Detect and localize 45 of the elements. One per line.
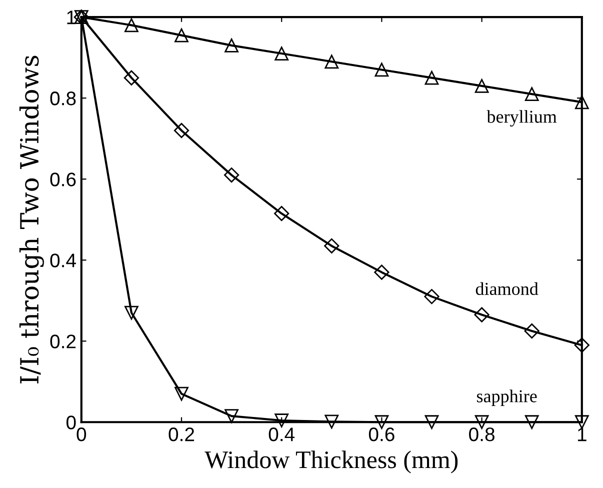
point bbox=[274, 46, 289, 60]
point bbox=[124, 18, 138, 32]
x-tick-label: 0.6 bbox=[368, 427, 394, 442]
y-tick-label: 0.6 bbox=[50, 172, 76, 186]
series-label: beryllium bbox=[486, 110, 557, 127]
point bbox=[574, 338, 590, 353]
point bbox=[324, 54, 339, 69]
point bbox=[524, 87, 539, 101]
x-tick-label: 0 bbox=[76, 427, 86, 442]
point bbox=[274, 414, 289, 428]
point bbox=[424, 70, 439, 85]
point bbox=[424, 415, 439, 430]
point bbox=[174, 122, 190, 138]
series-label: diamond bbox=[476, 282, 538, 295]
point bbox=[374, 62, 389, 77]
series-label: sapphire bbox=[476, 390, 537, 406]
point bbox=[524, 415, 539, 430]
y-tick-label: 1 bbox=[67, 10, 76, 24]
point bbox=[324, 414, 339, 429]
point bbox=[124, 306, 138, 320]
point bbox=[574, 95, 589, 110]
y-tick-label: 0.4 bbox=[50, 254, 76, 268]
point bbox=[124, 70, 140, 86]
point bbox=[174, 386, 188, 401]
point bbox=[574, 415, 589, 430]
point bbox=[374, 264, 390, 280]
y-tick-label: 0.8 bbox=[50, 92, 76, 106]
point bbox=[174, 28, 188, 42]
point bbox=[224, 167, 240, 183]
point bbox=[424, 288, 440, 304]
y-tick-label: 0.2 bbox=[50, 334, 76, 348]
x-tick-label: 0.4 bbox=[268, 427, 295, 442]
point bbox=[524, 323, 540, 339]
point bbox=[224, 409, 238, 423]
point bbox=[474, 78, 489, 93]
x-axis-title: Window Thickness (mm) bbox=[204, 450, 458, 474]
point bbox=[474, 307, 490, 322]
point bbox=[324, 238, 340, 254]
x-tick-label: 1 bbox=[578, 428, 586, 442]
point bbox=[274, 206, 290, 222]
y-axis-title: I/I₀ through Two Windows bbox=[19, 56, 44, 384]
x-tick-label: 0.2 bbox=[168, 427, 194, 442]
x-tick-label: 0.8 bbox=[469, 427, 494, 442]
point bbox=[224, 38, 238, 52]
y-tick-label: 0 bbox=[66, 416, 76, 430]
